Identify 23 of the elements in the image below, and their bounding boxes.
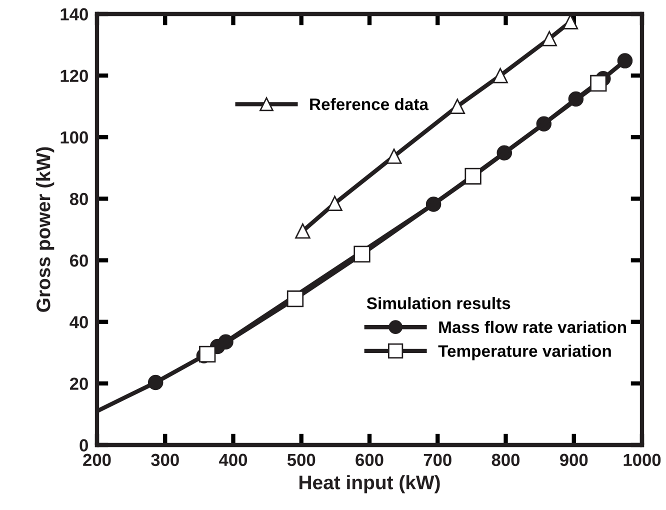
x-tick-label: 600 [356, 454, 384, 466]
x-tick-label: 700 [424, 454, 452, 466]
x-tick-label: 500 [287, 454, 316, 466]
x-tick-label: 900 [560, 454, 588, 466]
y-tick-label: 120 [60, 70, 88, 82]
y-axis-title: Gross power (kW) [36, 147, 54, 312]
legend-label: Temperature variation [438, 344, 611, 360]
y-tick-label: 60 [70, 254, 88, 267]
x-axis-title: Heat input (kW) [300, 475, 440, 494]
x-tick-label: 300 [151, 454, 179, 466]
y-tick-label: 40 [70, 316, 88, 328]
y-tick-label: 80 [70, 192, 88, 206]
legend-label: Reference data [310, 98, 429, 110]
x-tick-label: 400 [219, 454, 248, 466]
legend-title: Simulation results [366, 296, 510, 310]
legend-label: Mass flow rate variation [439, 320, 626, 334]
x-tick-label: 800 [492, 454, 520, 466]
y-tick-label: 20 [70, 378, 88, 390]
x-tick-label: 1000 [624, 454, 661, 466]
y-tick-label: 0 [80, 439, 88, 452]
y-tick-label: 100 [60, 131, 88, 144]
x-tick-label: 200 [83, 454, 111, 466]
y-tick-label: 140 [60, 8, 88, 20]
